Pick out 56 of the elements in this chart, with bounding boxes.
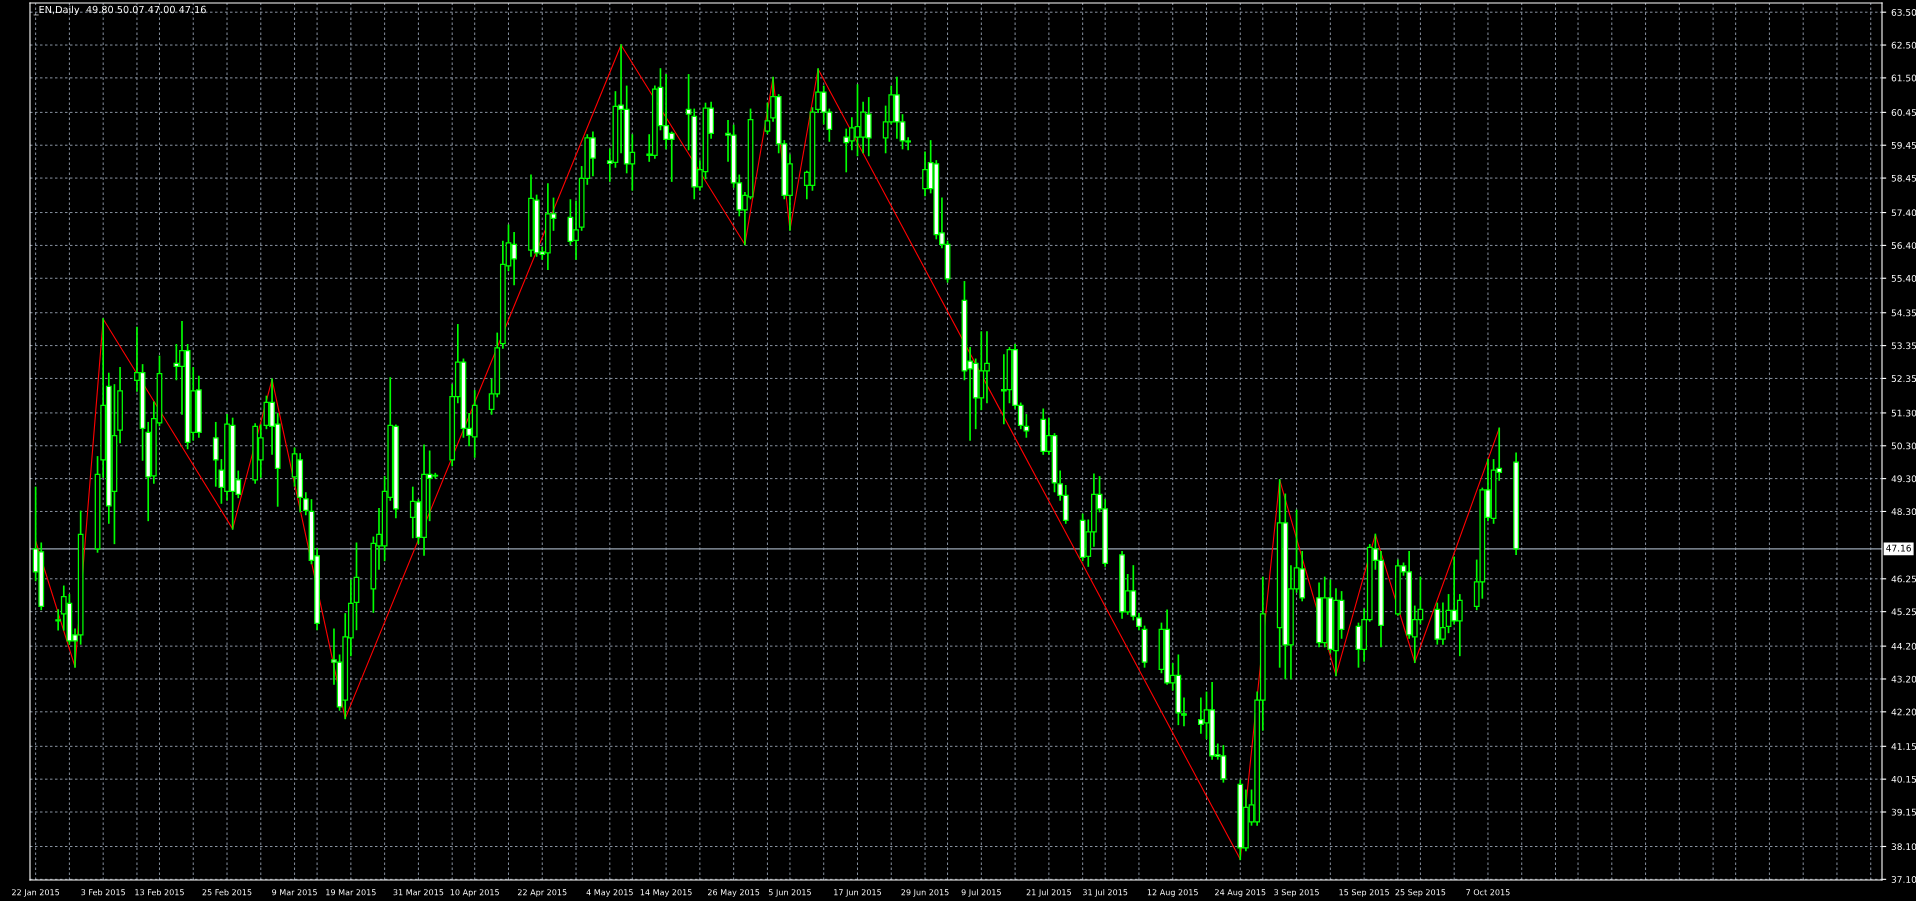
y-tick-label: 49.30: [1891, 475, 1916, 483]
y-tick-label: 41.15: [1891, 743, 1916, 750]
candlestick: [302, 492, 309, 516]
x-tick-label: 19 Mar 2015: [326, 889, 376, 896]
y-tick-label: 45.25: [1891, 608, 1916, 616]
y-tick-label: 61.50: [1891, 74, 1916, 82]
x-tick-label: 17 Jun 2015: [834, 889, 882, 897]
y-tick-label: 62.50: [1891, 41, 1916, 49]
y-tick-label: 60.45: [1891, 109, 1916, 116]
y-tick-label: 42.20: [1891, 708, 1916, 716]
x-tick-label: 22 Apr 2015: [517, 889, 567, 897]
x-tick-label: 26 May 2015: [707, 889, 760, 897]
x-tick-label: 4 May 2015: [586, 889, 633, 897]
ref-line-label: 47.16: [1886, 544, 1911, 552]
x-tick-label: 12 Aug 2015: [1147, 889, 1198, 897]
x-tick-label: 25 Sep 2015: [1395, 889, 1446, 897]
x-tick-label: 9 Jul 2015: [961, 889, 1001, 897]
y-tick-label: 51.30: [1891, 409, 1916, 417]
y-tick-label: 43.20: [1891, 675, 1916, 683]
candlestick: [1181, 697, 1187, 727]
y-tick-label: 59.45: [1891, 141, 1916, 149]
x-tick-label: 22 Jan 2015: [12, 889, 60, 897]
y-tick-label: 48.30: [1891, 508, 1916, 516]
y-tick-label: 58.45: [1891, 174, 1916, 182]
x-tick-label: 5 Jun 2015: [768, 889, 811, 897]
y-tick-label: 44.20: [1891, 642, 1916, 650]
x-tick-label: 21 Jul 2015: [1026, 889, 1071, 897]
y-tick-label: 46.25: [1891, 575, 1916, 583]
y-tick-label: 37.10: [1891, 876, 1916, 883]
candlestick: [764, 102, 771, 135]
y-tick-label: 63.50: [1891, 8, 1916, 16]
y-tick-label: 50.30: [1891, 442, 1916, 450]
y-tick-label: 54.35: [1891, 309, 1916, 317]
y-tick-label: 52.35: [1891, 375, 1916, 382]
chart-title: _EN,Daily 49.80 50.07 47.00 47.16: [33, 5, 206, 16]
x-tick-label: 31 Mar 2015: [393, 889, 444, 896]
y-tick-label: 53.35: [1891, 342, 1916, 350]
x-tick-label: 15 Sep 2015: [1339, 889, 1389, 897]
x-tick-label: 24 Aug 2015: [1215, 889, 1266, 897]
x-tick-label: 10 Apr 2015: [450, 889, 499, 897]
y-tick-label: 40.15: [1891, 775, 1916, 783]
x-tick-label: 7 Oct 2015: [1466, 889, 1510, 896]
y-tick-label: 39.15: [1891, 808, 1916, 816]
x-tick-label: 3 Sep 2015: [1274, 889, 1319, 897]
y-tick-label: 56.40: [1891, 242, 1916, 249]
x-tick-label: 9 Mar 2015: [272, 889, 317, 896]
y-tick-label: 38.10: [1891, 843, 1916, 851]
x-tick-label: 29 Jun 2015: [901, 889, 949, 897]
candlestick: [55, 609, 62, 631]
x-tick-label: 25 Feb 2015: [202, 889, 252, 896]
x-tick-label: 14 May 2015: [640, 889, 692, 897]
y-tick-label: 57.40: [1891, 209, 1916, 217]
x-tick-label: 13 Feb 2015: [135, 889, 184, 896]
y-tick-label: 55.40: [1891, 274, 1916, 282]
x-tick-label: 31 Jul 2015: [1082, 889, 1128, 897]
x-tick-label: 3 Feb 2015: [81, 889, 125, 896]
